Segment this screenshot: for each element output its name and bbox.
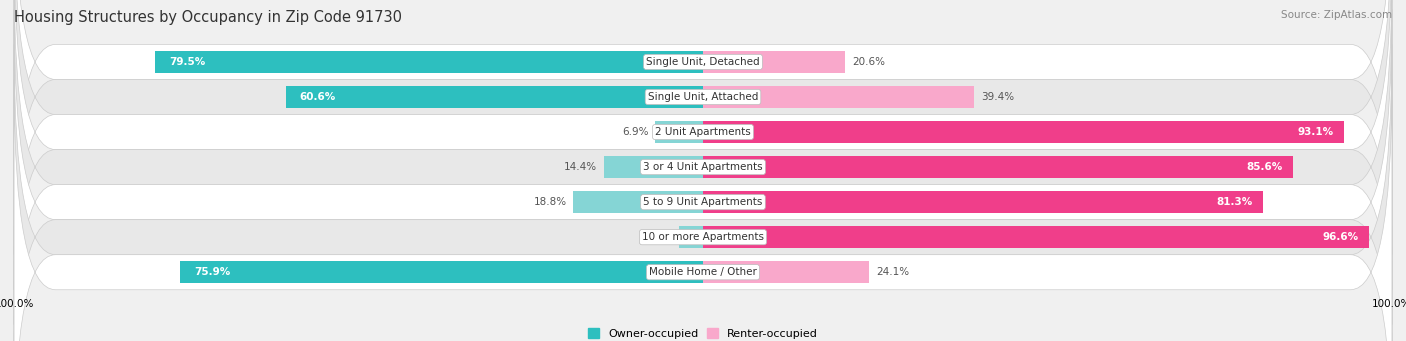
Bar (703, 226, 1368, 248)
FancyBboxPatch shape (14, 79, 1392, 341)
Text: 6.9%: 6.9% (621, 127, 648, 137)
Text: 5 to 9 Unit Apartments: 5 to 9 Unit Apartments (644, 197, 762, 207)
Bar (180, 261, 703, 283)
Text: 10 or more Apartments: 10 or more Apartments (643, 232, 763, 242)
Text: 93.1%: 93.1% (1298, 127, 1334, 137)
Text: 3.5%: 3.5% (645, 232, 672, 242)
Bar (703, 156, 1292, 178)
FancyBboxPatch shape (14, 44, 1392, 341)
Bar (603, 156, 703, 178)
Bar (285, 86, 703, 108)
Bar (574, 191, 703, 213)
Bar (703, 121, 1344, 143)
Text: 20.6%: 20.6% (852, 57, 884, 67)
Bar (703, 86, 974, 108)
Legend: Owner-occupied, Renter-occupied: Owner-occupied, Renter-occupied (583, 324, 823, 341)
Bar (655, 121, 703, 143)
Bar (703, 261, 869, 283)
Text: 85.6%: 85.6% (1246, 162, 1282, 172)
Text: 96.6%: 96.6% (1322, 232, 1358, 242)
Text: 14.4%: 14.4% (564, 162, 598, 172)
Text: 75.9%: 75.9% (194, 267, 231, 277)
Text: Single Unit, Detached: Single Unit, Detached (647, 57, 759, 67)
FancyBboxPatch shape (14, 0, 1392, 290)
Text: 18.8%: 18.8% (533, 197, 567, 207)
Text: Source: ZipAtlas.com: Source: ZipAtlas.com (1281, 10, 1392, 20)
Bar (703, 51, 845, 73)
Text: 79.5%: 79.5% (169, 57, 205, 67)
Text: Mobile Home / Other: Mobile Home / Other (650, 267, 756, 277)
Text: Housing Structures by Occupancy in Zip Code 91730: Housing Structures by Occupancy in Zip C… (14, 10, 402, 25)
Text: 60.6%: 60.6% (299, 92, 336, 102)
Bar (155, 51, 703, 73)
Bar (703, 191, 1263, 213)
Text: 2 Unit Apartments: 2 Unit Apartments (655, 127, 751, 137)
FancyBboxPatch shape (14, 0, 1392, 341)
Text: 39.4%: 39.4% (981, 92, 1015, 102)
FancyBboxPatch shape (14, 10, 1392, 341)
Text: 81.3%: 81.3% (1216, 197, 1253, 207)
Text: 3 or 4 Unit Apartments: 3 or 4 Unit Apartments (643, 162, 763, 172)
Text: 24.1%: 24.1% (876, 267, 910, 277)
Bar (679, 226, 703, 248)
Text: Single Unit, Attached: Single Unit, Attached (648, 92, 758, 102)
FancyBboxPatch shape (14, 0, 1392, 255)
FancyBboxPatch shape (14, 0, 1392, 325)
